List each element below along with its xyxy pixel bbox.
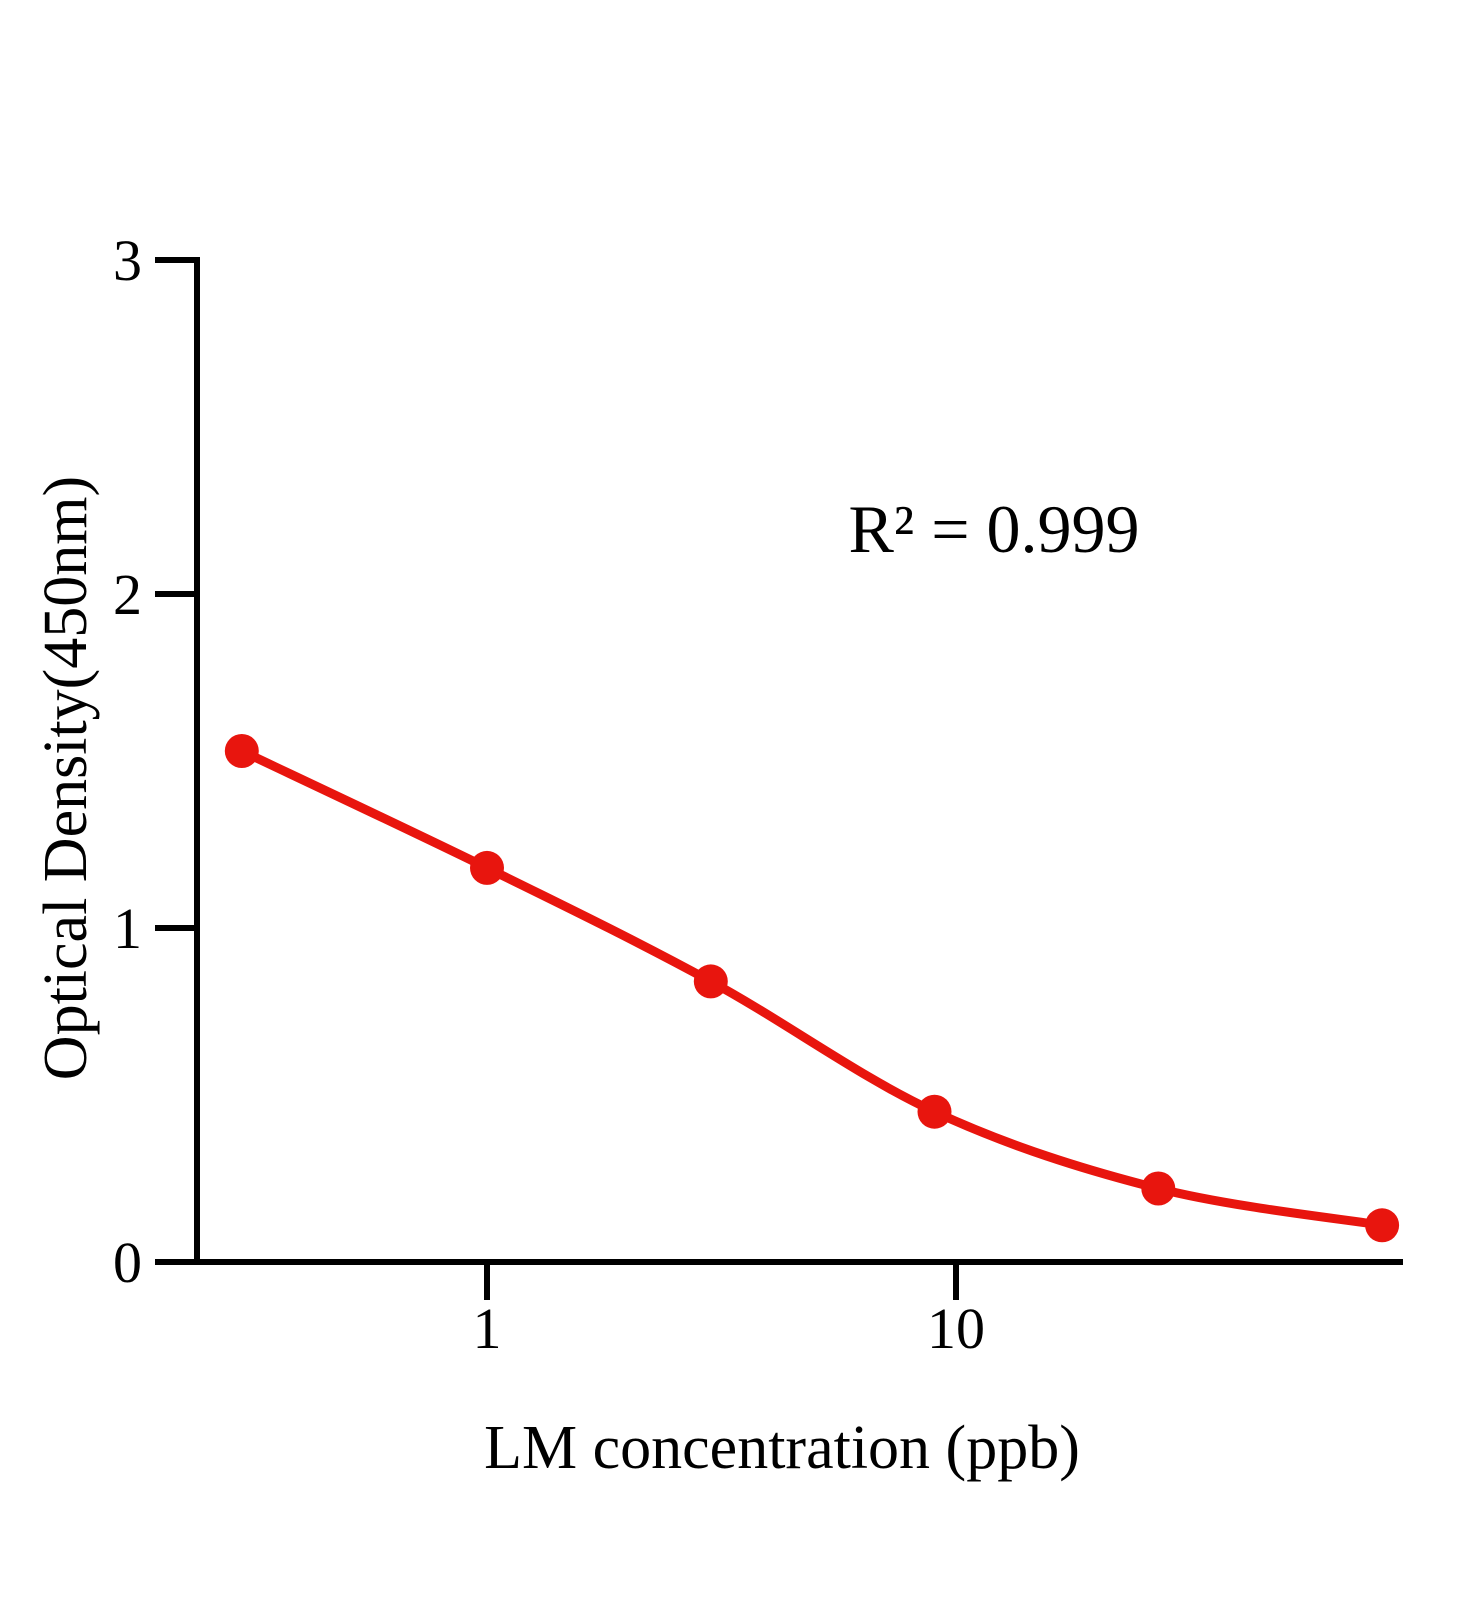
data-point [224,734,259,768]
data-point [693,964,728,999]
data-point [1141,1171,1176,1206]
data-point [917,1094,952,1129]
data-point [1365,1208,1400,1243]
x-tick-label: 1 [473,1296,502,1361]
r-squared-annotation: R² = 0.999 [848,491,1140,567]
x-axis-label: LM concentration (ppb) [484,1414,1080,1482]
y-tick-label: 1 [113,896,142,961]
data-point [470,850,504,885]
y-tick-label: 0 [113,1230,142,1295]
x-tick-label: 10 [927,1296,985,1361]
y-axis-label: Optical Density(450nm) [32,475,100,1081]
y-tick-label: 3 [113,228,142,293]
standard-curve-line [237,746,1387,1230]
y-tick-label: 2 [113,562,142,627]
